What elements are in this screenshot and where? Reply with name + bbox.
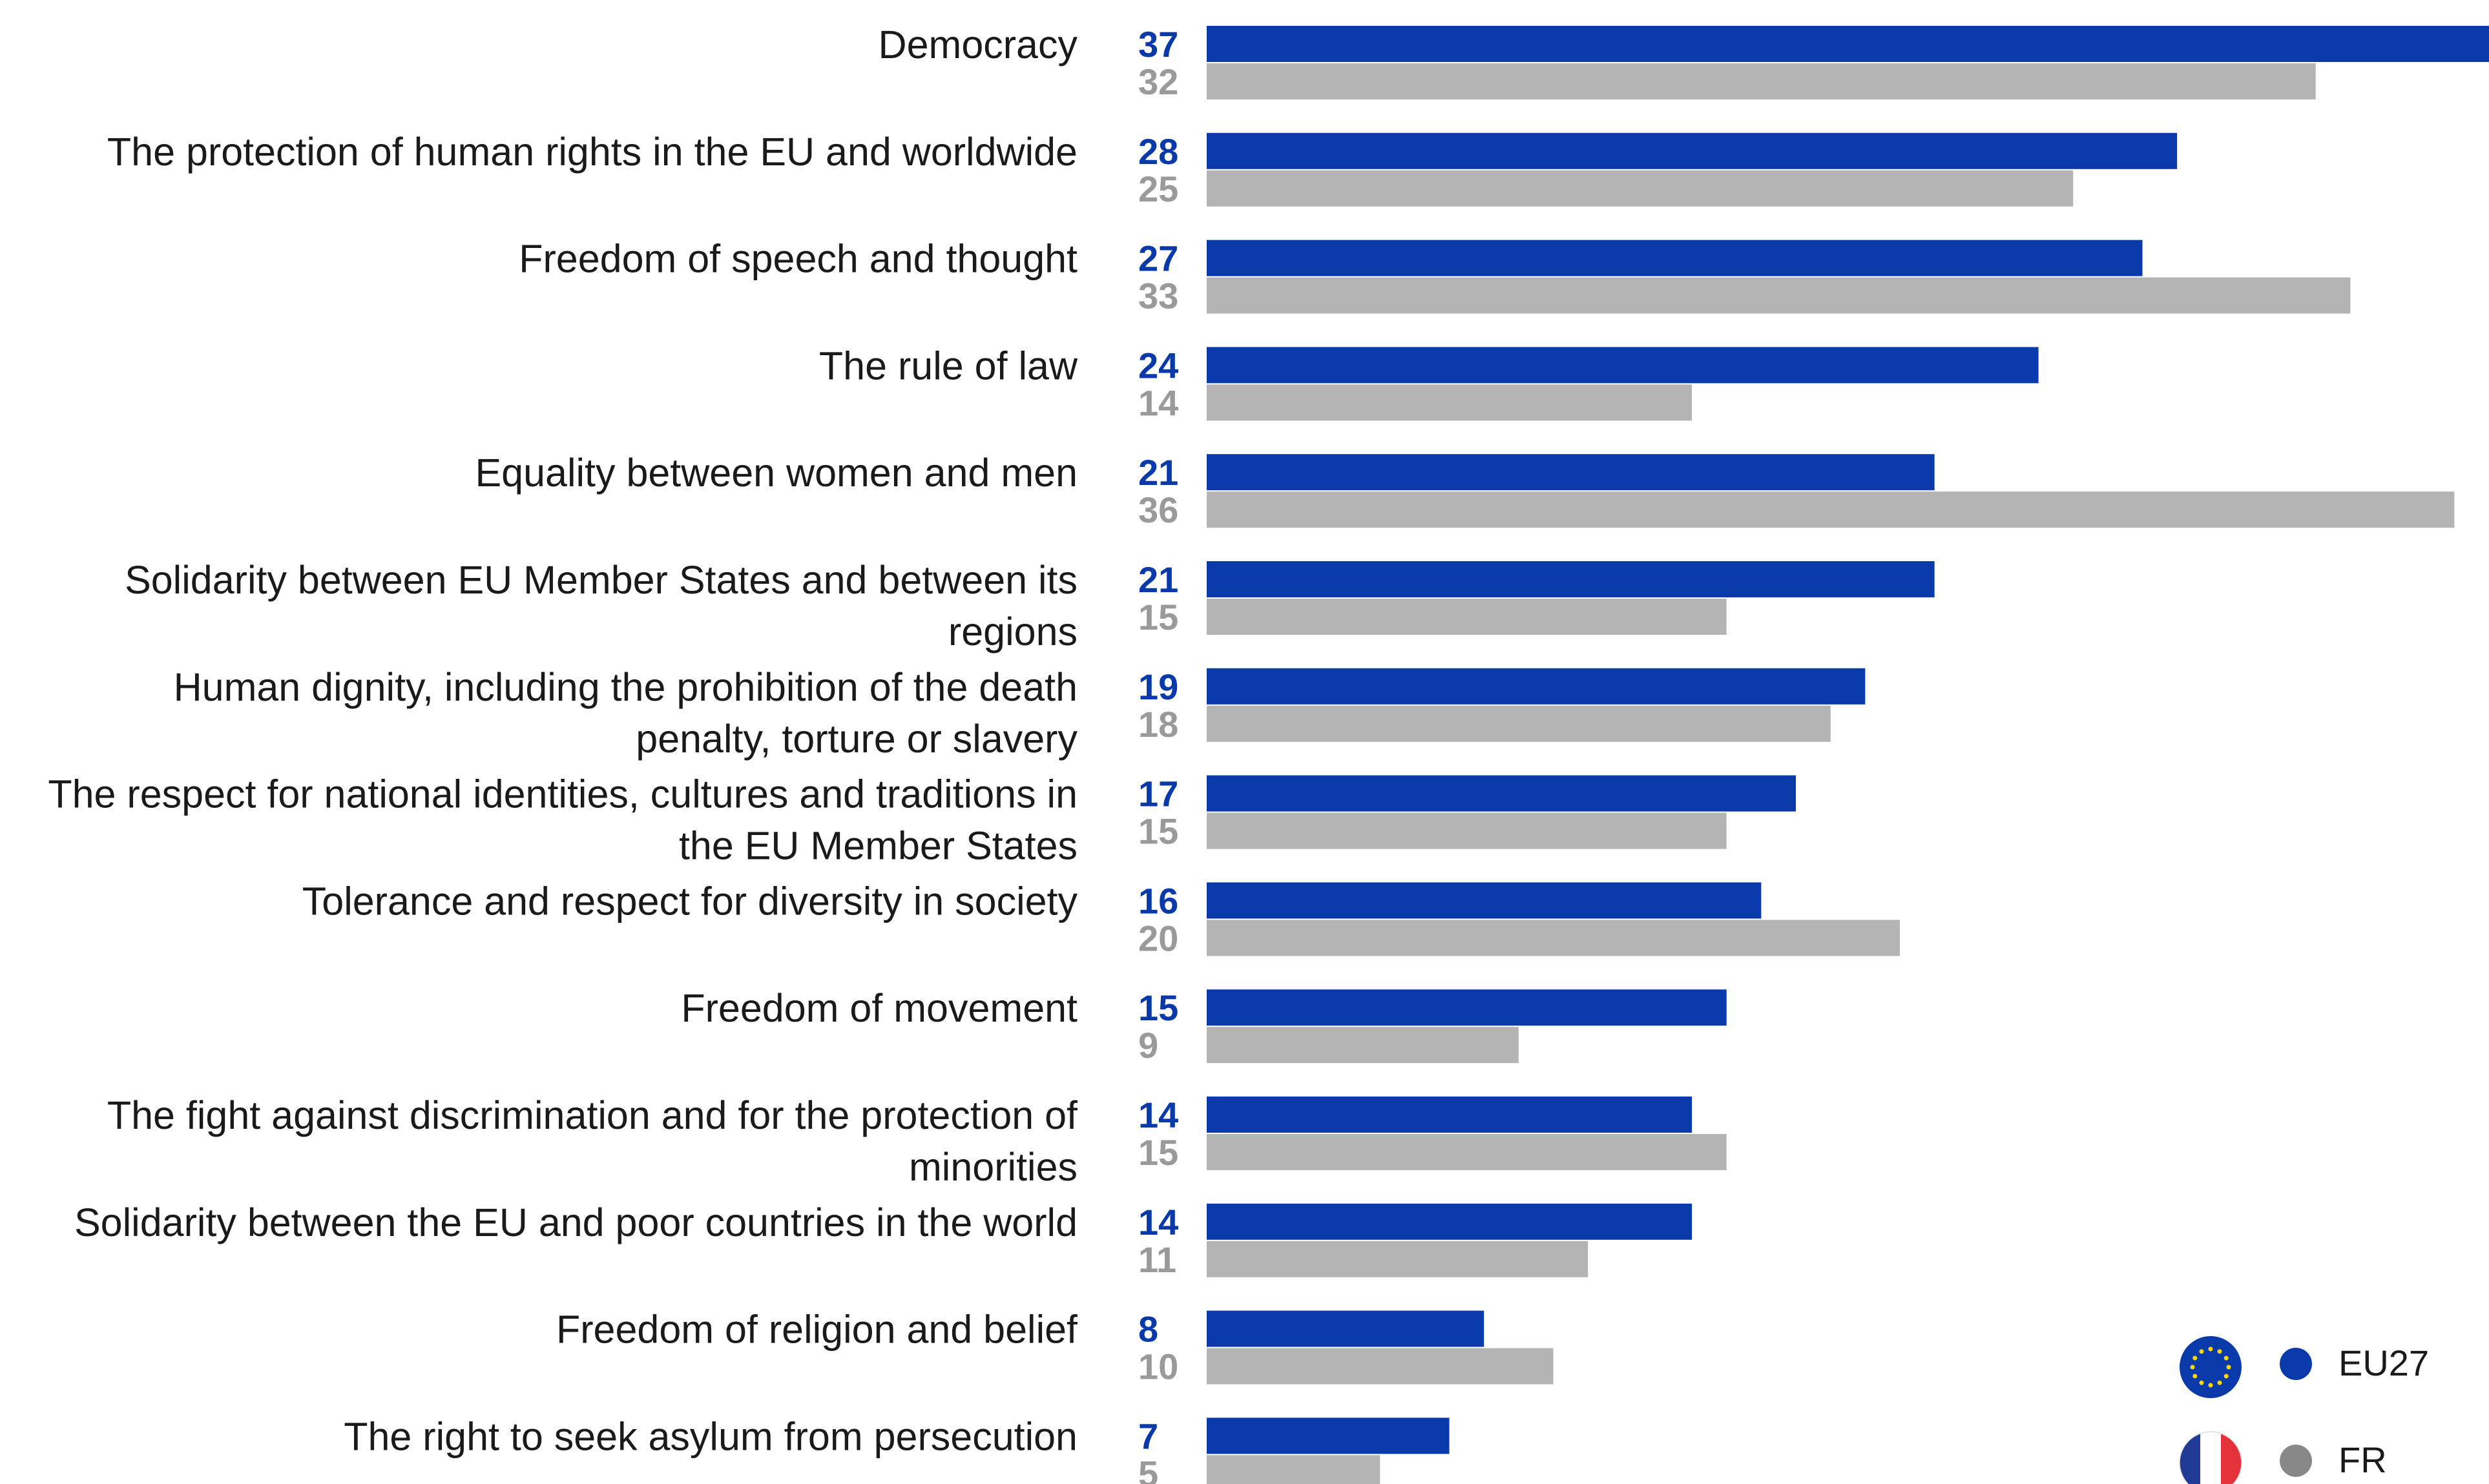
value-label-eu27: 21 xyxy=(1138,559,1178,600)
value-label-eu27: 17 xyxy=(1138,774,1178,814)
bar-eu27 xyxy=(1207,26,2489,62)
value-label-fr: 15 xyxy=(1138,597,1178,637)
bar-fr xyxy=(1207,170,2074,207)
category-row: Freedom of religion and belief 810 xyxy=(556,1308,1554,1387)
bar-eu27 xyxy=(1207,1097,1692,1133)
legend-label-fr: FR xyxy=(2338,1439,2387,1480)
bar-fr xyxy=(1207,384,1692,421)
bar-fr xyxy=(1207,920,1900,956)
bar-fr xyxy=(1207,1134,1727,1170)
category-label: Human dignity, including the prohibition… xyxy=(174,665,1078,709)
category-row: Solidarity between the EU and poor count… xyxy=(74,1201,1692,1280)
value-label-eu27: 21 xyxy=(1138,452,1178,493)
category-label: The protection of human rights in the EU… xyxy=(107,130,1078,174)
bar-fr xyxy=(1207,812,1727,849)
value-label-eu27: 27 xyxy=(1138,238,1178,279)
bar-fr xyxy=(1207,1348,1554,1385)
bar-fr xyxy=(1207,1027,1519,1064)
bar-eu27 xyxy=(1207,882,1762,919)
value-label-eu27: 8 xyxy=(1138,1309,1158,1350)
category-label: the EU Member States xyxy=(679,824,1078,868)
value-label-fr: 15 xyxy=(1138,811,1178,852)
value-label-fr: 32 xyxy=(1138,61,1178,102)
category-label: Freedom of movement xyxy=(681,986,1078,1030)
bar-eu27 xyxy=(1207,1310,1484,1347)
value-label-eu27: 24 xyxy=(1138,345,1178,386)
category-row: The respect for national identities, cul… xyxy=(48,772,1796,868)
category-label: The right to seek asylum from persecutio… xyxy=(344,1414,1078,1458)
value-label-fr: 36 xyxy=(1138,490,1178,530)
category-label: Freedom of religion and belief xyxy=(556,1308,1078,1352)
value-label-eu27: 15 xyxy=(1138,987,1178,1028)
value-label-fr: 20 xyxy=(1138,918,1178,958)
bar-fr xyxy=(1207,1455,1380,1484)
value-label-eu27: 14 xyxy=(1138,1202,1178,1242)
category-row: The right to seek asylum from persecutio… xyxy=(344,1414,1450,1484)
value-label-eu27: 16 xyxy=(1138,880,1178,921)
value-label-fr: 11 xyxy=(1138,1239,1176,1280)
legend-label-eu27: EU27 xyxy=(2338,1343,2429,1383)
category-row: Tolerance and respect for diversity in s… xyxy=(302,879,1900,958)
category-label: minorities xyxy=(909,1145,1078,1189)
bar-fr xyxy=(1207,1241,1588,1277)
bar-fr xyxy=(1207,599,1727,635)
legend: EU27 FR xyxy=(2179,1336,2429,1484)
bar-eu27 xyxy=(1207,561,1935,597)
category-label: Democracy xyxy=(879,23,1078,67)
eu-flag-icon xyxy=(2180,1336,2242,1398)
bar-fr xyxy=(1207,491,2455,528)
category-label: Equality between women and men xyxy=(475,451,1078,495)
bar-eu27 xyxy=(1207,240,2143,276)
bar-eu27 xyxy=(1207,1417,1450,1454)
value-label-eu27: 14 xyxy=(1138,1095,1178,1135)
value-label-fr: 15 xyxy=(1138,1132,1178,1173)
bar-eu27 xyxy=(1207,989,1727,1026)
value-label-fr: 25 xyxy=(1138,169,1178,209)
bar-eu27 xyxy=(1207,132,2178,169)
category-label: The fight against discrimination and for… xyxy=(107,1093,1078,1137)
category-label: Solidarity between the EU and poor count… xyxy=(74,1201,1078,1244)
value-label-eu27: 19 xyxy=(1138,666,1178,707)
value-label-eu27: 28 xyxy=(1138,131,1178,172)
bar-eu27 xyxy=(1207,1203,1692,1240)
category-label: The rule of law xyxy=(819,344,1078,387)
value-label-fr: 10 xyxy=(1138,1346,1178,1387)
category-row: The fight against discrimination and for… xyxy=(107,1093,1727,1189)
france-flag-icon xyxy=(2180,1432,2242,1484)
value-label-eu27: 37 xyxy=(1138,24,1178,65)
value-label-fr: 33 xyxy=(1138,276,1178,316)
category-label: penalty, torture or slavery xyxy=(636,717,1078,761)
bar-eu27 xyxy=(1207,775,1796,812)
value-label-fr: 5 xyxy=(1138,1453,1158,1484)
category-row: Solidarity between EU Member States and … xyxy=(125,558,1935,654)
category-label: Tolerance and respect for diversity in s… xyxy=(302,879,1078,923)
value-label-fr: 14 xyxy=(1138,382,1178,423)
bar-eu27 xyxy=(1207,668,1866,705)
value-label-eu27: 7 xyxy=(1138,1416,1158,1456)
legend-marker-eu27 xyxy=(2280,1348,2312,1380)
category-row: Freedom of movement 159 xyxy=(681,986,1727,1066)
category-label: Solidarity between EU Member States and … xyxy=(125,558,1078,602)
bar-eu27 xyxy=(1207,454,1935,491)
bar-fr xyxy=(1207,705,1831,742)
value-label-fr: 18 xyxy=(1138,704,1178,745)
bar-fr xyxy=(1207,277,2351,314)
category-label: regions xyxy=(948,610,1078,654)
bar-fr xyxy=(1207,63,2316,99)
category-label: The respect for national identities, cul… xyxy=(48,772,1078,816)
category-row: Human dignity, including the prohibition… xyxy=(174,665,1866,761)
legend-marker-fr xyxy=(2280,1445,2312,1477)
category-row: The protection of human rights in the EU… xyxy=(107,130,2178,209)
category-label: Freedom of speech and thought xyxy=(519,237,1078,281)
bar-eu27 xyxy=(1207,347,2039,384)
value-label-fr: 9 xyxy=(1138,1025,1158,1066)
